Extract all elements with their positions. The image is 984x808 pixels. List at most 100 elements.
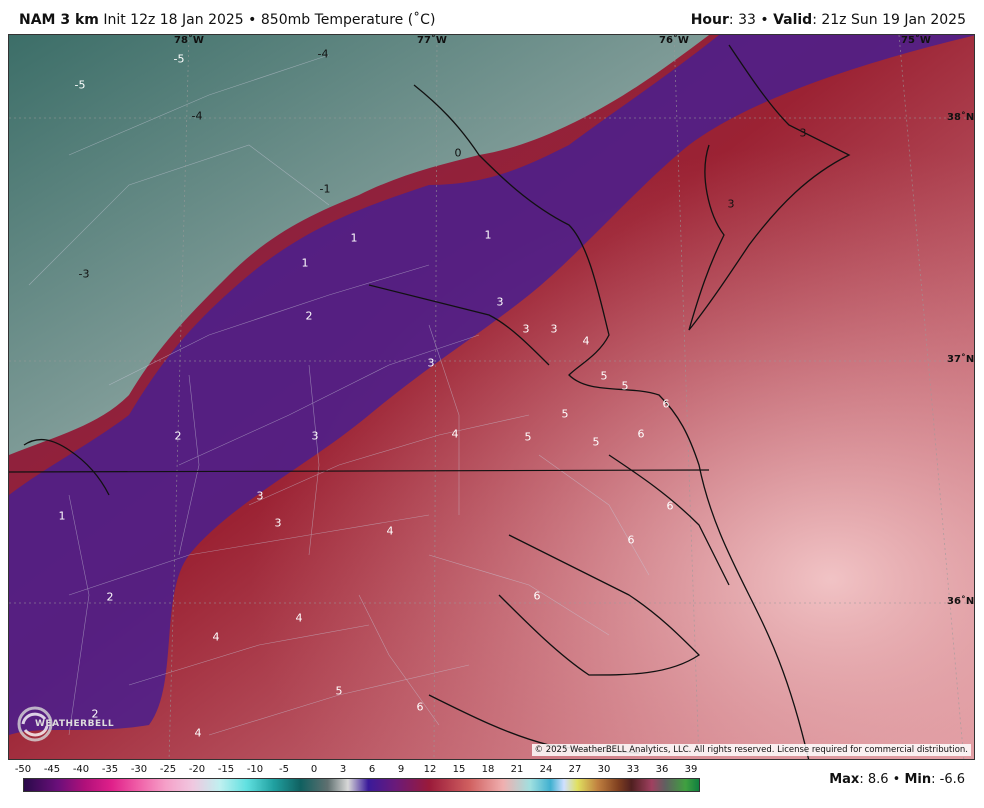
contour-label: 5 [592, 435, 600, 449]
lat-label: 36˚N [947, 596, 975, 607]
colorbar-tick: -5 [279, 764, 289, 775]
field-name: 850mb Temperature (˚C) [260, 12, 436, 28]
map-title: NAM 3 km Init 12z 18 Jan 2025 • 850mb Te… [19, 12, 435, 28]
logo-wordmark: WEATHERBELL [35, 719, 115, 729]
contour-label: 1 [301, 256, 309, 270]
colorbar-tick: 15 [452, 764, 466, 775]
contour-label: 3 [256, 489, 264, 503]
contour-label: 3 [311, 429, 319, 443]
contour-label: 4 [451, 427, 459, 441]
colorbar-tick: -35 [101, 764, 119, 775]
map-panel[interactable]: 78˚W 77˚W 76˚W 75˚W 38˚N 37˚N 36˚N -5 -5… [8, 34, 975, 760]
county-lines [28, 54, 650, 736]
colorbar-tick: 12 [423, 764, 437, 775]
min-label: Min [904, 772, 932, 787]
colorbar-tick: 39 [684, 764, 698, 775]
contour-label: -4 [317, 47, 329, 61]
contour-label: 3 [799, 126, 807, 140]
min-value: : -6.6 [931, 772, 965, 787]
title-separator: • [248, 12, 257, 28]
state-border [9, 469, 710, 473]
max-label: Max [829, 772, 860, 787]
contour-label: -4 [191, 109, 203, 123]
lat-label: 37˚N [947, 354, 975, 365]
contour-label: 6 [416, 700, 424, 714]
colorbar-tick: -15 [217, 764, 235, 775]
contour-label: 2 [305, 309, 313, 323]
colorbar-tick: -10 [246, 764, 264, 775]
hour-value: : 33 [728, 12, 756, 28]
graticule [9, 35, 974, 759]
colorbar-tick: 6 [368, 764, 376, 775]
max-value: : 8.6 [859, 772, 889, 787]
init-time: Init 12z 18 Jan 2025 [103, 12, 244, 28]
contour-label: 6 [533, 589, 541, 603]
colorbar-tick: 30 [597, 764, 611, 775]
weatherbell-logo: WEATHERBELL [15, 703, 114, 745]
contour-label: 5 [600, 369, 608, 383]
colorbar-tick: -30 [130, 764, 148, 775]
colorbar-tick: 3 [339, 764, 347, 775]
contour-label: 3 [550, 322, 558, 336]
time-separator: • [760, 12, 769, 28]
colorbar-tick: 9 [397, 764, 405, 775]
colorbar-tick: -50 [14, 764, 32, 775]
contour-label: -5 [173, 52, 185, 66]
lat-label: 38˚N [947, 112, 975, 123]
contour-label: 6 [627, 533, 635, 547]
colorbar-tick: -20 [188, 764, 206, 775]
colorbar-tick: 24 [539, 764, 553, 775]
colorbar-tick: -45 [43, 764, 61, 775]
temperature-map [9, 35, 974, 759]
lon-label: 78˚W [174, 35, 204, 46]
colorbar-tick: 33 [626, 764, 640, 775]
colorbar-tick: 36 [655, 764, 669, 775]
contour-label: 4 [194, 726, 202, 740]
contour-label: 6 [637, 427, 645, 441]
contour-label: 4 [582, 334, 590, 348]
colorbar-tick: 18 [481, 764, 495, 775]
contour-label: 6 [666, 499, 674, 513]
contour-label: 5 [621, 379, 629, 393]
valid-label: Valid [773, 12, 813, 28]
contour-label: 4 [212, 630, 220, 644]
copyright-notice: © 2025 WeatherBELL Analytics, LLC. All r… [531, 744, 971, 756]
lon-label: 76˚W [659, 35, 689, 46]
contour-label: 3 [496, 295, 504, 309]
contour-label: 1 [58, 509, 66, 523]
colorbar-tick: -25 [159, 764, 177, 775]
valid-value: : 21z Sun 19 Jan 2025 [812, 12, 966, 28]
contour-label: 1 [350, 231, 358, 245]
coastlines [23, 44, 851, 759]
hour-label: Hour [690, 12, 729, 28]
colorbar-tick: 27 [568, 764, 582, 775]
contour-label: 2 [91, 707, 99, 721]
contour-label: 5 [335, 684, 343, 698]
contour-label: 3 [522, 322, 530, 336]
contour-label: 3 [727, 197, 735, 211]
contour-label: 1 [484, 228, 492, 242]
colorbar-tick: -40 [72, 764, 90, 775]
contour-label: -1 [319, 182, 331, 196]
forecast-time: Hour: 33 • Valid: 21z Sun 19 Jan 2025 [691, 12, 966, 28]
contour-label: 5 [561, 407, 569, 421]
logo-swirl-icon [17, 706, 53, 742]
contour-label: 3 [427, 356, 435, 370]
model-name: NAM 3 km [19, 12, 99, 28]
contour-label: 3 [274, 516, 282, 530]
contour-label: 2 [174, 429, 182, 443]
near-zero-band [9, 35, 974, 735]
contour-label: 0 [454, 146, 462, 160]
contour-label: 2 [106, 590, 114, 604]
contour-label: -3 [78, 267, 90, 281]
contour-label: 5 [524, 430, 532, 444]
contour-label: 4 [386, 524, 394, 538]
colorbar-tick-labels: -50 -45 -40 -35 -30 -25 -20 -15 -10 -5 0… [0, 764, 984, 778]
lon-label: 75˚W [901, 35, 931, 46]
cold-air-region [9, 35, 709, 455]
color-scale-bar [23, 778, 700, 792]
colorbar-tick: 0 [310, 764, 318, 775]
contour-label: 4 [295, 611, 303, 625]
lon-label: 77˚W [417, 35, 447, 46]
colorbar-tick: 21 [510, 764, 524, 775]
